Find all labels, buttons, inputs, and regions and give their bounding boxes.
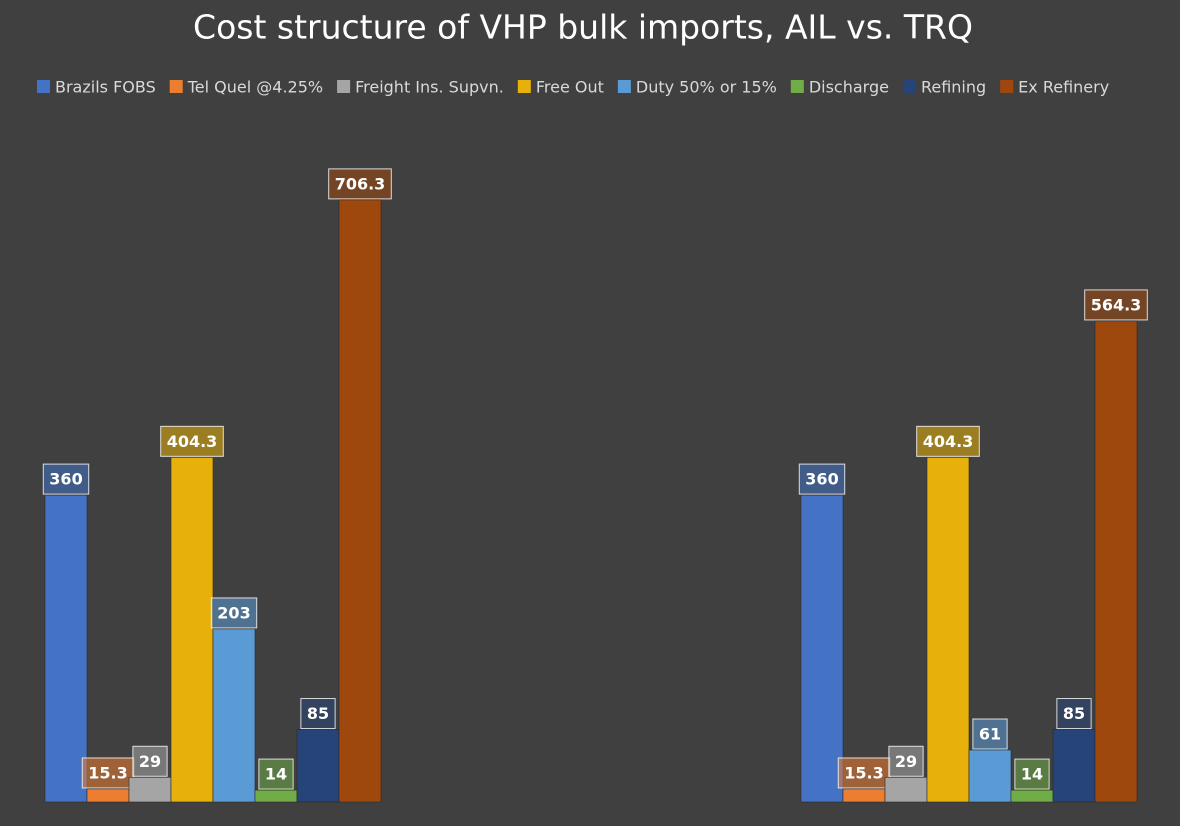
data-label: 29 [895,752,917,771]
data-label-box [1014,758,1050,790]
data-label-box [210,597,258,629]
legend-label: Ex Refinery [1018,78,1109,97]
legend-swatch [1000,80,1014,93]
legend-swatch [790,80,804,93]
data-label: 14 [265,765,287,784]
bar [212,628,256,803]
bar [338,199,382,803]
data-label-box [1056,698,1092,730]
data-label-box [1084,289,1148,321]
data-label-box [300,698,336,730]
bar [926,457,970,803]
bar [254,789,298,803]
data-label-box [972,718,1008,750]
data-label-box [258,758,294,790]
bar [968,749,1012,803]
bar [296,729,340,803]
data-label-box [328,168,392,200]
data-label-box [837,757,891,789]
bar [800,494,844,803]
data-label-box [798,463,846,495]
bar [86,788,130,803]
data-label-box [916,425,980,457]
legend-label: Discharge [809,78,889,97]
data-label: 15.3 [88,763,127,782]
legend-swatch [37,80,50,93]
legend-swatch [617,80,631,93]
legend-label: Freight Ins. Supvn. [355,78,504,97]
bar [1094,320,1138,803]
data-label: 360 [49,470,82,489]
chart-title: Cost structure of VHP bulk imports, AIL … [193,8,973,47]
data-label: 61 [979,724,1001,743]
bar [170,457,214,803]
data-label: 85 [307,704,329,723]
bar [884,776,928,803]
legend-swatch [902,80,916,93]
legend-swatch [337,80,351,93]
legend-label: Refining [921,78,986,97]
data-label-box [132,745,168,777]
data-label: 564.3 [1091,295,1142,314]
data-label: 85 [1063,704,1085,723]
legend-label: Duty 50% or 15% [636,78,777,97]
legend-swatch [169,80,183,93]
bar [1010,789,1054,803]
bar [1052,729,1096,803]
data-label: 706.3 [335,174,386,193]
data-label: 404.3 [167,432,218,451]
data-label: 14 [1021,765,1043,784]
data-label: 15.3 [844,763,883,782]
data-label-box [888,745,924,777]
data-label: 29 [139,752,161,771]
data-label-box [42,463,90,495]
data-label-box [160,425,224,457]
bar [44,494,88,803]
legend-swatch [517,80,531,93]
data-label-box [81,757,135,789]
data-label: 404.3 [923,432,974,451]
legend-label: Brazils FOBS [55,78,156,97]
data-label: 203 [217,603,250,622]
data-label: 360 [805,470,838,489]
legend-label: Free Out [536,78,604,97]
bar [128,776,172,803]
legend-label: Tel Quel @4.25% [187,78,323,97]
bar [842,788,886,803]
